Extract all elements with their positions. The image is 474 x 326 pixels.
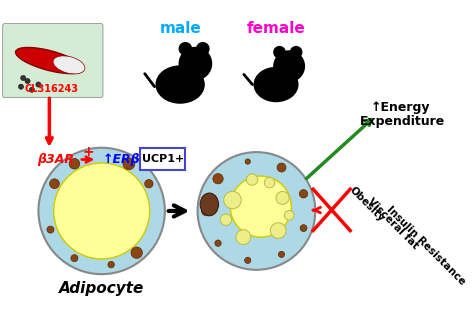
Circle shape xyxy=(36,82,41,87)
Text: CL316243: CL316243 xyxy=(25,84,79,94)
Circle shape xyxy=(245,159,250,164)
Circle shape xyxy=(277,163,286,172)
Circle shape xyxy=(246,174,258,185)
Circle shape xyxy=(18,84,24,89)
Circle shape xyxy=(284,211,294,220)
Text: β3AR: β3AR xyxy=(37,153,74,166)
Circle shape xyxy=(20,75,26,81)
Text: UCP1+: UCP1+ xyxy=(142,154,184,164)
Text: Adipocyte: Adipocyte xyxy=(59,281,145,296)
Circle shape xyxy=(69,158,80,169)
FancyBboxPatch shape xyxy=(140,148,185,170)
Circle shape xyxy=(108,261,114,268)
Text: Expenditure: Expenditure xyxy=(360,115,445,128)
Circle shape xyxy=(213,173,223,184)
Circle shape xyxy=(145,180,153,188)
Circle shape xyxy=(71,255,78,262)
Circle shape xyxy=(230,176,292,237)
Ellipse shape xyxy=(156,66,204,103)
Text: ↑ERβ: ↑ERβ xyxy=(102,153,140,166)
Ellipse shape xyxy=(200,193,219,216)
Circle shape xyxy=(179,43,191,55)
Circle shape xyxy=(274,51,304,82)
Circle shape xyxy=(215,240,221,246)
Ellipse shape xyxy=(53,56,85,74)
Text: Visceral fat: Visceral fat xyxy=(365,197,420,251)
Circle shape xyxy=(245,257,251,263)
Circle shape xyxy=(47,226,54,233)
Circle shape xyxy=(278,251,284,258)
Circle shape xyxy=(179,48,211,80)
Circle shape xyxy=(201,206,211,216)
Circle shape xyxy=(274,47,285,58)
Circle shape xyxy=(29,87,35,92)
FancyBboxPatch shape xyxy=(3,23,103,97)
Circle shape xyxy=(123,158,135,170)
FancyArrowPatch shape xyxy=(145,74,155,87)
Circle shape xyxy=(264,177,275,188)
Circle shape xyxy=(197,43,209,55)
Text: +: + xyxy=(83,145,94,159)
Circle shape xyxy=(300,225,307,231)
Circle shape xyxy=(270,223,286,238)
Circle shape xyxy=(300,190,308,198)
Text: male: male xyxy=(159,21,201,36)
Circle shape xyxy=(220,214,232,225)
Circle shape xyxy=(38,148,165,274)
Circle shape xyxy=(276,191,289,204)
Ellipse shape xyxy=(254,67,298,101)
Circle shape xyxy=(131,247,142,259)
Circle shape xyxy=(25,79,30,84)
Text: female: female xyxy=(246,21,305,36)
Circle shape xyxy=(291,47,302,58)
Circle shape xyxy=(236,230,251,244)
Text: Obesity: Obesity xyxy=(348,185,387,224)
Circle shape xyxy=(50,179,59,188)
Text: Insulin Resistance: Insulin Resistance xyxy=(385,204,468,287)
Ellipse shape xyxy=(16,48,83,74)
Circle shape xyxy=(198,152,315,270)
Text: ↑Energy: ↑Energy xyxy=(371,101,430,114)
Circle shape xyxy=(224,191,241,209)
Circle shape xyxy=(54,163,150,259)
FancyArrowPatch shape xyxy=(244,74,253,84)
